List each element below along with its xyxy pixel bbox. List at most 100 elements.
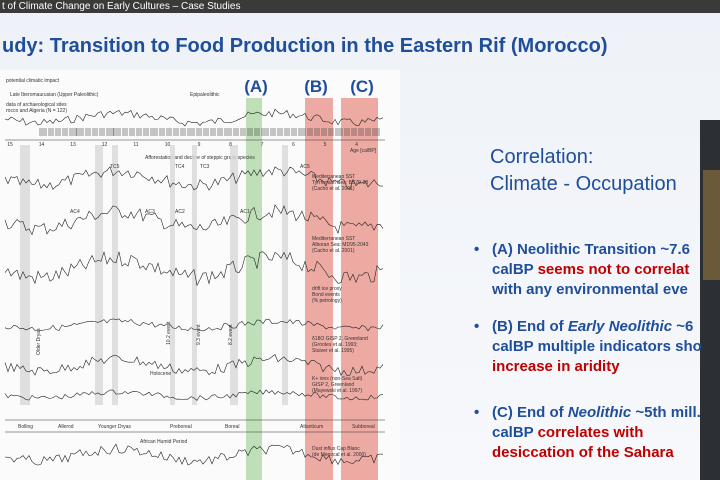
proxy-curve bbox=[4, 108, 384, 127]
age-label: 15 bbox=[7, 142, 13, 148]
speaker bbox=[703, 170, 720, 280]
legend-text: Bond events bbox=[312, 292, 340, 298]
text: increase in aridity bbox=[492, 358, 620, 375]
age-label: 9 bbox=[198, 142, 201, 148]
bullet-line: calBP multiple indicators sho bbox=[492, 338, 702, 355]
legend-text: (Cacho et al. 2001) bbox=[312, 248, 355, 254]
period-label: Preboreal bbox=[170, 424, 192, 430]
bullet-line: calBP seems not to correlat bbox=[492, 261, 689, 278]
event-label: AC4 bbox=[70, 209, 80, 215]
age-label: 12 bbox=[102, 142, 108, 148]
bullet-line: (B) End of Early Neolithic ~6 bbox=[492, 318, 693, 335]
legend-text: Tyrrhenian Sea: BS79-38 bbox=[312, 180, 368, 186]
event-label: AC5 bbox=[300, 164, 310, 170]
text: Early Neolithic bbox=[568, 318, 673, 335]
proxy-curve bbox=[4, 443, 384, 466]
event-label: TC5 bbox=[110, 164, 120, 170]
age-label: 6 bbox=[292, 142, 295, 148]
legend-text: drift ice proxy bbox=[312, 286, 342, 292]
bullet-line: increase in aridity bbox=[492, 358, 620, 375]
figure-label: data of archaeological sites bbox=[6, 102, 67, 108]
figure-background bbox=[0, 70, 400, 480]
band-b bbox=[305, 98, 333, 480]
legend-text: δ18O GISP 2, Greenland bbox=[312, 336, 368, 342]
period-shading bbox=[282, 145, 288, 405]
panel-heading: Correlation: bbox=[490, 146, 593, 168]
age-label: 10 bbox=[165, 142, 171, 148]
text: Neolithic bbox=[568, 404, 632, 421]
event-label: Older Dryas bbox=[36, 328, 42, 355]
band-label: (A) bbox=[244, 77, 268, 96]
legend-text: Dust influx Cap Blanc bbox=[312, 446, 360, 452]
figure-label: Late Iberomaurusian (Upper Paleolithic) bbox=[10, 92, 99, 98]
video-title: t of Climate Change on Early Cultures – … bbox=[2, 1, 240, 12]
period-label: Subboreal bbox=[352, 424, 375, 430]
legend-text: Stuiver et al. 1995) bbox=[312, 348, 354, 354]
band-label: (B) bbox=[304, 77, 328, 96]
text: desiccation of the Sahara bbox=[492, 444, 674, 461]
period-label: Atlanticum bbox=[300, 424, 323, 430]
period-label: Younger Dryas bbox=[98, 424, 131, 430]
figure-label: Age [calBP] bbox=[350, 148, 377, 154]
bullet-line: (A) Neolithic Transition ~7.6 bbox=[492, 241, 690, 258]
legend-text: Mediterranean SST bbox=[312, 174, 355, 180]
video-title-bar bbox=[0, 0, 720, 13]
band-a bbox=[246, 98, 262, 480]
legend-text: (Mayewski et al. 1997) bbox=[312, 388, 362, 394]
proxy-curve bbox=[4, 318, 384, 332]
figure-label: African Humid Period bbox=[140, 439, 187, 445]
text: calBP multiple indicators sho bbox=[492, 338, 702, 355]
bullet: • bbox=[474, 318, 479, 335]
text: ~6 bbox=[672, 318, 693, 335]
climate-figure: (A) (B) (C) potential climatic impact La… bbox=[0, 70, 400, 480]
bullet-line: (C) End of Neolithic ~5th mill. bbox=[492, 404, 701, 421]
bullet: • bbox=[474, 404, 479, 421]
text: seems not to correlat bbox=[538, 261, 690, 278]
age-label: 14 bbox=[39, 142, 45, 148]
legend-text: Alboran Sea: MD95-2043 bbox=[312, 242, 369, 248]
legend-text: (Grootes et al. 1993; bbox=[312, 342, 358, 348]
legend-text: K+ ions (non-Sea Salt) bbox=[312, 376, 363, 382]
figure-label: Epipaleolithic bbox=[190, 92, 220, 98]
legend-text: Mediterranean SST bbox=[312, 236, 355, 242]
age-label: 11 bbox=[133, 142, 138, 148]
proxy-curve bbox=[4, 251, 384, 287]
text: ~5th mill. bbox=[631, 404, 701, 421]
event-label: AC3 bbox=[145, 209, 155, 215]
age-label: 7 bbox=[261, 142, 264, 148]
text: calBP bbox=[492, 261, 538, 278]
period-label: Bolling bbox=[18, 424, 33, 430]
figure-label: Afforestation and decline of steppic gra… bbox=[145, 155, 255, 161]
band-label: (C) bbox=[350, 77, 374, 96]
proxy-curve bbox=[4, 354, 384, 376]
figure-label: rocco and Algeria (N = 122) bbox=[6, 108, 67, 114]
bullet-line: calBP correlates with bbox=[492, 424, 643, 441]
proxy-curve bbox=[4, 389, 384, 401]
event-label: Holocene bbox=[150, 371, 171, 377]
figure-label: potential climatic impact bbox=[6, 78, 60, 84]
bullet-line: desiccation of the Sahara bbox=[492, 444, 674, 461]
bullet-line: with any environmental eve bbox=[491, 281, 688, 298]
legend-text: (% petrology) bbox=[312, 298, 342, 304]
age-label: 4 bbox=[355, 142, 358, 148]
proxy-curve bbox=[4, 204, 384, 236]
period-label: Boreal bbox=[225, 424, 239, 430]
age-label: 5 bbox=[324, 142, 327, 148]
legend-text: GISP 2, Greenland bbox=[312, 382, 354, 388]
text: with any environmental eve bbox=[491, 281, 688, 298]
text: (A) Neolithic Transition ~7.6 bbox=[492, 241, 690, 258]
slide-title: udy: Transition to Food Production in th… bbox=[2, 35, 608, 57]
text: (B) End of bbox=[492, 318, 568, 335]
event-label: AC1 bbox=[240, 209, 250, 215]
legend-text: (de Menocal et al. 2000) bbox=[312, 452, 366, 458]
event-label: 8.2 event bbox=[228, 324, 234, 345]
panel-heading: Climate - Occupation bbox=[490, 173, 677, 195]
event-label: 10.2 event bbox=[166, 321, 172, 345]
text: calBP bbox=[492, 424, 538, 441]
period-shading bbox=[20, 145, 30, 405]
correlation-panel: Correlation: Climate - Occupation • (A) … bbox=[474, 146, 702, 461]
period-shading bbox=[95, 145, 103, 405]
age-label: 13 bbox=[70, 142, 76, 148]
event-label: 9.3 event bbox=[196, 324, 202, 345]
